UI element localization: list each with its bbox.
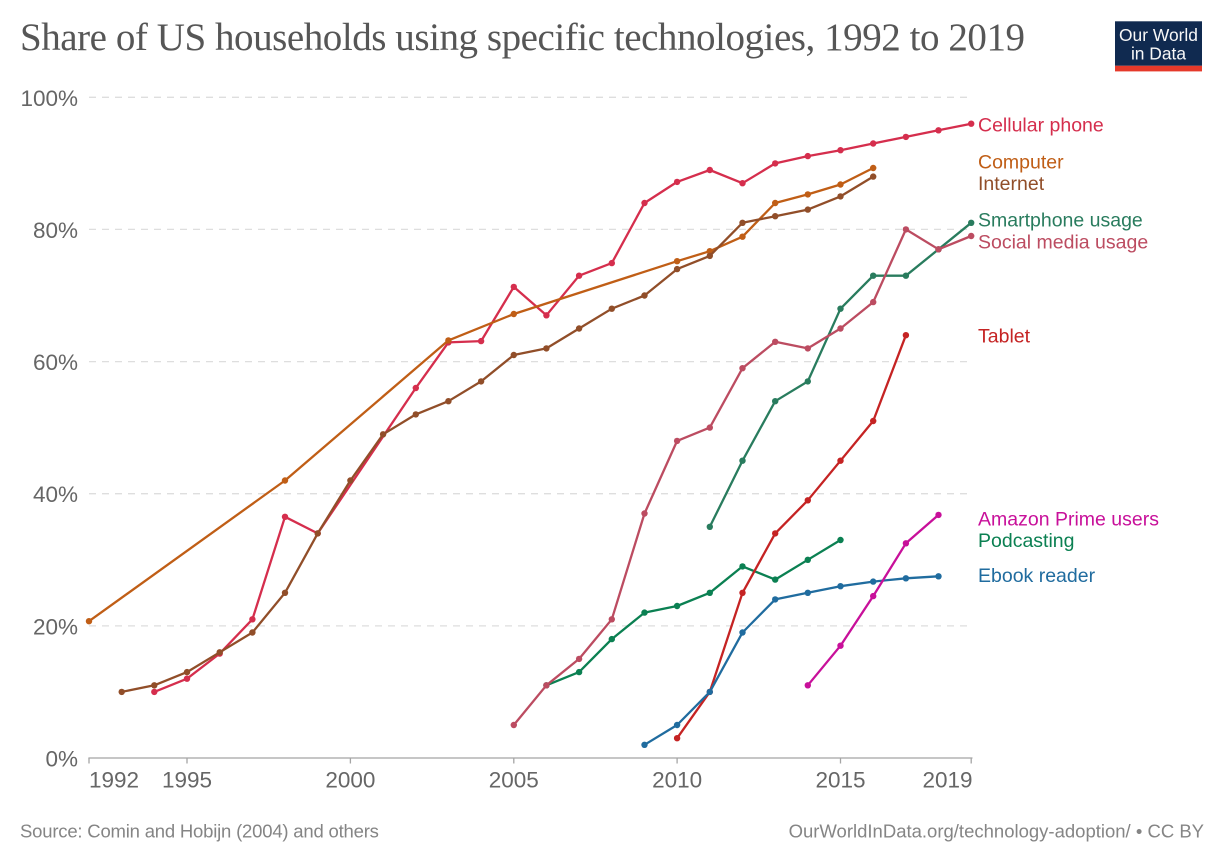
svg-text:Smartphone usage: Smartphone usage [978, 209, 1143, 231]
svg-text:80%: 80% [33, 218, 78, 243]
svg-text:Computer: Computer [978, 152, 1064, 174]
svg-text:100%: 100% [20, 86, 78, 111]
svg-text:OurWorldInData.org/technology-: OurWorldInData.org/technology-adoption/ … [789, 821, 1204, 842]
svg-text:20%: 20% [33, 614, 78, 639]
svg-text:Social media usage: Social media usage [978, 232, 1148, 254]
svg-text:40%: 40% [33, 482, 78, 507]
svg-text:Cellular phone: Cellular phone [978, 115, 1104, 137]
svg-text:Share of US households using s: Share of US households using specific te… [20, 16, 1025, 59]
svg-text:in Data: in Data [1131, 44, 1186, 64]
svg-text:Source: Comin and Hobijn (2004: Source: Comin and Hobijn (2004) and othe… [20, 821, 379, 842]
svg-text:1995: 1995 [162, 768, 212, 793]
svg-text:Amazon Prime users: Amazon Prime users [978, 509, 1159, 531]
svg-text:1992: 1992 [89, 768, 139, 793]
svg-text:2015: 2015 [815, 768, 865, 793]
svg-text:Podcasting: Podcasting [978, 530, 1074, 552]
svg-text:Internet: Internet [978, 173, 1045, 195]
svg-text:2005: 2005 [489, 768, 539, 793]
svg-text:Tablet: Tablet [978, 325, 1031, 347]
svg-text:2000: 2000 [325, 768, 375, 793]
svg-text:60%: 60% [33, 350, 78, 375]
svg-text:Our World: Our World [1119, 25, 1198, 45]
svg-text:2019: 2019 [922, 768, 972, 793]
svg-text:Ebook reader: Ebook reader [978, 565, 1096, 587]
svg-text:2010: 2010 [652, 768, 702, 793]
svg-text:0%: 0% [45, 747, 78, 772]
